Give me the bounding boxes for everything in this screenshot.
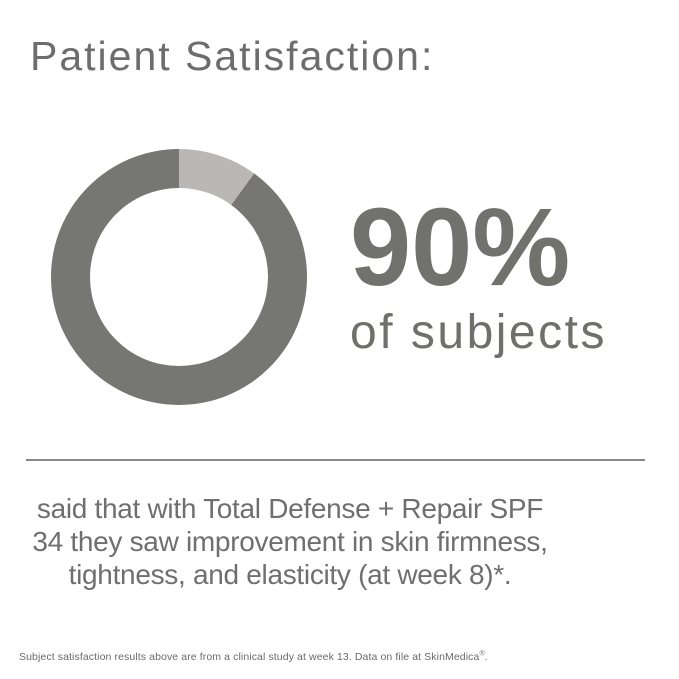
footnote: Subject satisfaction results above are f… xyxy=(19,650,488,664)
claim-line-3: tightness, and elasticity (at week 8)*. xyxy=(68,559,512,590)
footnote-text: Subject satisfaction results above are f… xyxy=(19,651,480,663)
stat-caption: of subjects xyxy=(350,306,607,359)
footnote-period: . xyxy=(484,651,488,663)
section-divider xyxy=(26,459,645,461)
claim-text: said that with Total Defense + Repair SP… xyxy=(0,492,580,591)
donut-hole xyxy=(90,188,268,366)
satisfaction-donut-chart xyxy=(51,149,307,405)
stat-value: 90% xyxy=(350,186,571,309)
registered-trademark-symbol: ® xyxy=(479,650,485,658)
stat-block: 90% of subjects xyxy=(350,193,607,360)
claim-line-1: said that with Total Defense + Repair SP… xyxy=(36,493,544,524)
page-title: Patient Satisfaction: xyxy=(30,33,435,79)
claim-line-2: 34 they saw improvement in skin firmness… xyxy=(32,526,548,557)
